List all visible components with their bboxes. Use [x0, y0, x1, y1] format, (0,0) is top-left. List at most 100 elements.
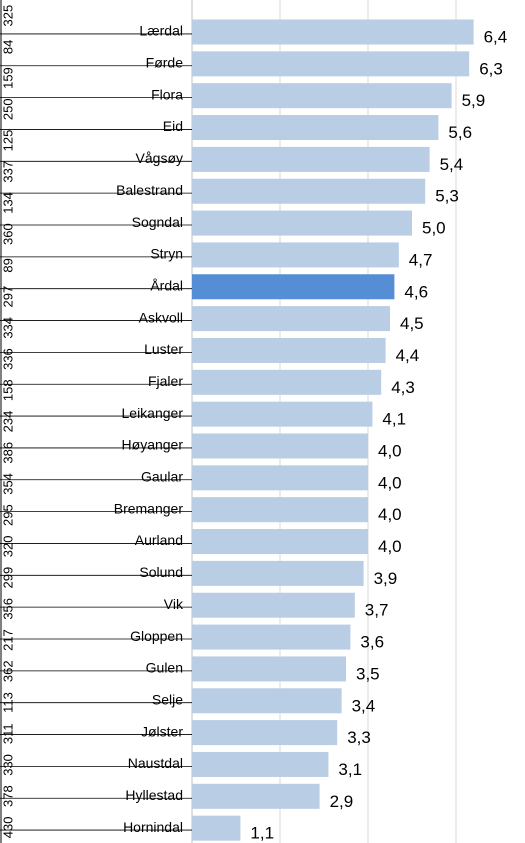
bar [192, 242, 399, 268]
row-code: 336 [0, 348, 15, 370]
value-label: 5,4 [440, 155, 464, 174]
category-label: Jølster [141, 723, 183, 739]
value-label: 5,3 [435, 187, 459, 206]
value-label: 3,1 [338, 760, 362, 779]
value-label: 4,0 [378, 441, 402, 460]
bar [192, 51, 470, 77]
value-label: 3,7 [365, 601, 389, 620]
value-label: 4,3 [391, 378, 415, 397]
value-label: 3,3 [347, 728, 371, 747]
category-label: Solund [139, 564, 183, 580]
bar [192, 560, 364, 586]
row-code: 84 [0, 40, 15, 54]
category-label: Gulen [146, 660, 183, 676]
row-code: 356 [0, 598, 15, 620]
category-label: Eid [163, 118, 183, 134]
bar [192, 497, 368, 523]
bar [192, 688, 342, 714]
value-label: 3,9 [374, 569, 398, 588]
category-label: Vik [164, 596, 184, 612]
row-code: 325 [0, 5, 15, 27]
category-label: Bremanger [114, 500, 184, 516]
category-label: Askvoll [139, 309, 183, 325]
category-label: Luster [144, 341, 183, 357]
category-label: Vågsøy [136, 150, 183, 166]
bar [192, 751, 329, 777]
bar [192, 433, 368, 459]
bar [192, 592, 355, 618]
category-label: Gaular [141, 469, 183, 485]
row-code: 430 [0, 817, 15, 839]
row-code: 334 [0, 317, 15, 339]
row-code: 337 [0, 161, 15, 183]
bar [192, 656, 346, 682]
row-code: 295 [0, 504, 15, 526]
category-label: Hornindal [123, 819, 183, 835]
category-label: Gloppen [130, 628, 183, 644]
bar [192, 815, 241, 841]
bar [192, 83, 452, 109]
category-label: Førde [146, 55, 184, 71]
value-label: 6,3 [479, 59, 503, 78]
value-label: 4,7 [409, 250, 433, 269]
value-label: 5,0 [422, 219, 446, 238]
row-code: 134 [0, 192, 15, 214]
bar [192, 783, 320, 809]
bar [192, 337, 386, 363]
bar [192, 146, 430, 172]
category-label: Naustdal [128, 755, 183, 771]
row-code: 217 [0, 629, 15, 651]
bar [192, 178, 426, 204]
bar [192, 274, 395, 300]
row-code: 354 [0, 473, 15, 495]
bar [192, 720, 338, 746]
value-label: 4,0 [378, 505, 402, 524]
category-label: Fjaler [148, 373, 183, 389]
value-label: 3,5 [356, 664, 380, 683]
bar [192, 19, 474, 45]
value-label: 4,4 [396, 346, 420, 365]
category-label: Leikanger [122, 405, 184, 421]
value-label: 6,4 [484, 27, 508, 46]
bar [192, 115, 439, 141]
bar [192, 529, 368, 555]
category-label: Stryn [150, 246, 183, 262]
row-code: 159 [0, 67, 15, 89]
category-label: Flora [151, 86, 183, 102]
category-label: Årdal [150, 277, 183, 293]
category-label: Selje [152, 691, 183, 707]
category-label: Hyllestad [125, 787, 183, 803]
value-label: 5,6 [448, 123, 472, 142]
bar [192, 306, 390, 332]
bar [192, 369, 382, 395]
row-code: 311 [0, 723, 15, 744]
bar [192, 210, 412, 236]
category-label: Balestrand [116, 182, 183, 198]
category-label: Aurland [135, 532, 183, 548]
value-label: 4,6 [404, 282, 428, 301]
row-code: 386 [0, 442, 15, 464]
category-label: Lærdal [139, 23, 183, 39]
row-code: 113 [0, 692, 15, 713]
bar [192, 465, 368, 491]
row-code: 360 [0, 223, 15, 245]
row-code: 158 [0, 379, 15, 401]
row-code: 297 [0, 286, 15, 308]
value-label: 4,0 [378, 537, 402, 556]
value-label: 3,4 [352, 696, 376, 715]
value-label: 2,9 [330, 792, 354, 811]
category-label: Sogndal [132, 214, 183, 230]
bar [192, 624, 351, 650]
value-label: 3,6 [360, 633, 384, 652]
row-code: 320 [0, 536, 15, 558]
row-code: 299 [0, 567, 15, 589]
bar [192, 401, 373, 427]
category-label: Høyanger [122, 437, 184, 453]
row-code: 125 [0, 130, 15, 152]
row-code: 234 [0, 411, 15, 433]
value-label: 4,1 [382, 410, 406, 429]
row-code: 362 [0, 660, 15, 682]
value-label: 4,0 [378, 473, 402, 492]
